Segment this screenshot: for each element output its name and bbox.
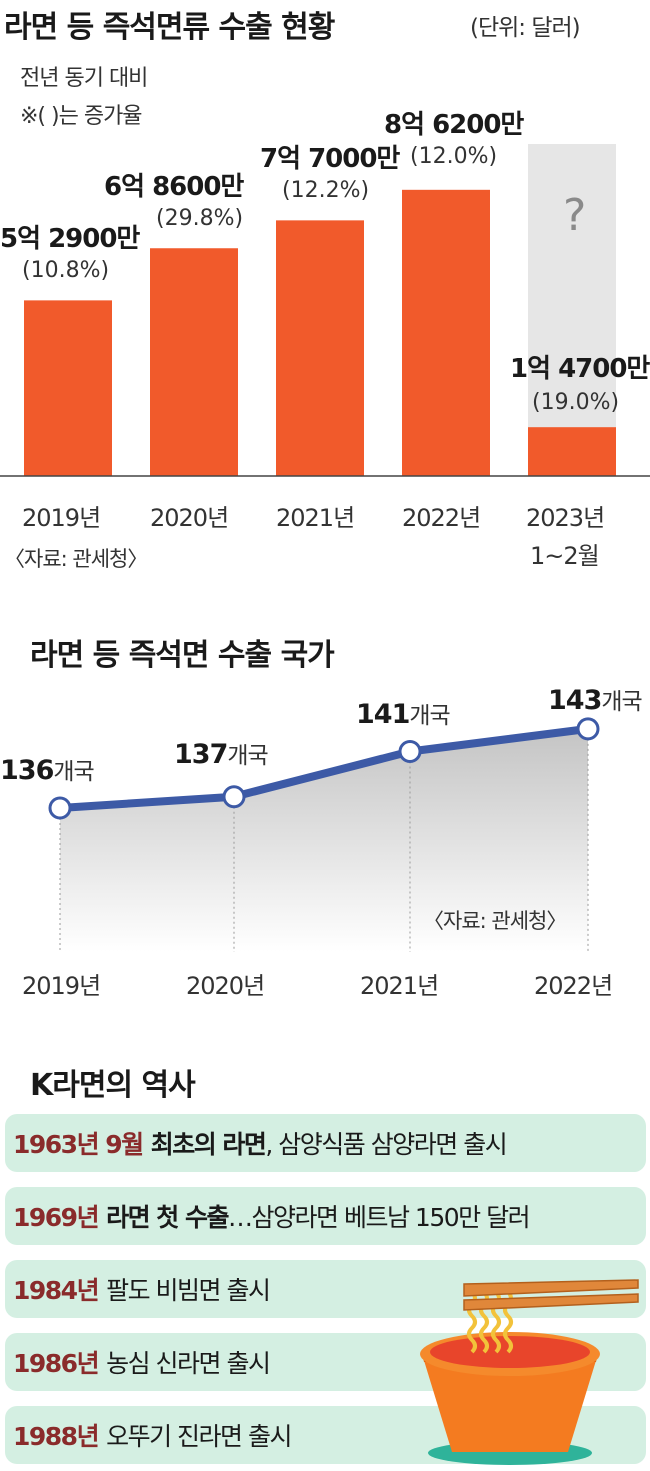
bar-2023-placeholder xyxy=(528,144,616,476)
history-year: 1984년 xyxy=(13,1276,100,1305)
history-text: …삼양라면 베트남 150만 달러 xyxy=(228,1203,531,1232)
line-area-fill xyxy=(60,728,588,952)
line-point-label: 137개국 xyxy=(174,739,269,770)
bar-2 xyxy=(150,248,238,476)
bar-5 xyxy=(528,427,616,476)
history-year: 1969년 xyxy=(13,1203,100,1232)
history-text: 오뚜기 진라면 출시 xyxy=(106,1422,292,1451)
bar-pct-label: (12.2%) xyxy=(282,178,370,203)
line-point-label: 136개국 xyxy=(0,755,95,786)
bar-value-label: 8억 6200만 xyxy=(384,110,524,140)
point-marker xyxy=(222,785,246,809)
line-x-label: 2020년 xyxy=(186,972,265,1000)
history-year: 1988년 xyxy=(13,1422,100,1451)
bar-x-label: 2020년 xyxy=(150,504,229,532)
bar-value-label: 6억 8600만 xyxy=(104,172,244,202)
bar-x-label: 2023년 xyxy=(526,504,605,532)
bar-chart-subtitle: 전년 동기 대비 xyxy=(20,66,148,91)
bar-pct-label: (19.0%) xyxy=(532,390,620,415)
history-year: 1963년 9월 xyxy=(13,1130,144,1159)
history-text: , 삼양식품 삼양라면 출시 xyxy=(265,1130,507,1159)
bar-3 xyxy=(276,220,364,476)
history-item: 1969년 라면 첫 수출 …삼양라면 베트남 150만 달러 xyxy=(5,1187,646,1245)
series-line xyxy=(59,724,589,812)
bar-pct-label: (10.8%) xyxy=(22,258,110,283)
line-point-label: 141개국 xyxy=(356,699,451,730)
bar-x-label-2: 1~2월 xyxy=(530,542,600,570)
bar-x-label: 2022년 xyxy=(402,504,481,532)
bar-value-label: 7억 7000만 xyxy=(260,144,400,174)
bar-chart-plot xyxy=(0,144,650,477)
line-x-label: 2019년 xyxy=(22,972,101,1000)
bar-chart-unit: (단위: 달러) xyxy=(470,15,581,41)
history-text: 팔도 비빔면 출시 xyxy=(106,1276,271,1305)
point-marker xyxy=(398,740,422,763)
bar-value-label: 1억 4700만 xyxy=(510,354,650,384)
bar-chart-title: 라면 등 즉석면류 수출 현황 xyxy=(4,10,335,45)
bar-chart-note: ※( )는 증가율 xyxy=(20,104,143,129)
history-text: 농심 신라면 출시 xyxy=(106,1349,271,1378)
bar-chart-source: 〈자료: 관세청〉 xyxy=(4,547,148,571)
point-marker xyxy=(576,717,600,741)
bar-1 xyxy=(24,300,112,476)
history-item: 1963년 9월 최초의 라면 , 삼양식품 삼양라면 출시 xyxy=(5,1114,646,1172)
line-point-label: 143개국 xyxy=(548,685,643,716)
line-x-label: 2021년 xyxy=(360,972,439,1000)
history-title: K라면의 역사 xyxy=(30,1068,196,1103)
line-chart-source: 〈자료: 관세청〉 xyxy=(423,909,567,933)
bar-value-label: 5억 2900만 xyxy=(0,224,140,254)
question-mark: ? xyxy=(563,190,587,241)
history-emphasis: 라면 첫 수출 xyxy=(106,1203,229,1232)
line-x-label: 2022년 xyxy=(534,972,613,1000)
point-marker xyxy=(48,796,72,820)
history-emphasis: 최초의 라면 xyxy=(150,1130,267,1159)
bar-pct-label: (12.0%) xyxy=(410,144,498,169)
line-chart-plot xyxy=(48,717,600,952)
history-year: 1986년 xyxy=(13,1349,100,1378)
bar-4 xyxy=(402,189,490,477)
line-chart-title: 라면 등 즉석면 수출 국가 xyxy=(30,638,335,673)
bar-x-label: 2019년 xyxy=(22,504,101,532)
bar-pct-label: (29.8%) xyxy=(156,206,244,231)
bar-x-label: 2021년 xyxy=(276,504,355,532)
noodle-cup-icon xyxy=(420,1279,639,1465)
